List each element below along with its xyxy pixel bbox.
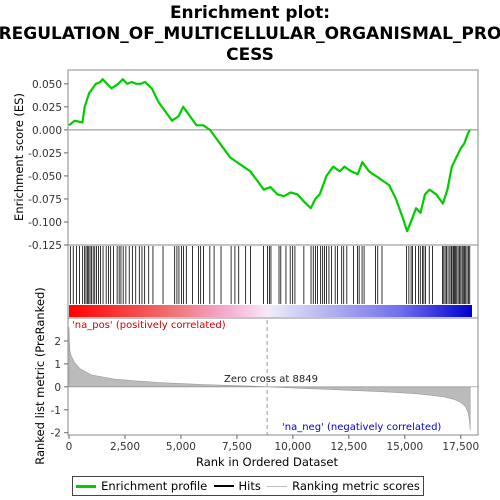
- x-tick-label: 17,500: [442, 441, 479, 453]
- x-tick-label: 2,500: [110, 441, 140, 453]
- chart-title-line-3: CESS: [226, 45, 274, 65]
- es-y-tick-label: -0.125: [28, 240, 62, 252]
- enrichment-profile-line: [68, 78, 471, 233]
- metric-y-tick-label: 2: [54, 336, 61, 348]
- legend-label-enrichment-profile: Enrichment profile: [101, 479, 208, 493]
- metric-y-tick-label: 1: [54, 359, 61, 371]
- es-y-tick-label: -0.100: [28, 217, 62, 229]
- x-tick-label: 15,000: [386, 441, 423, 453]
- x-axis-label: Rank in Ordered Dataset: [196, 455, 339, 469]
- es-y-tick-label: 0.025: [32, 102, 62, 114]
- legend-item-enrichment-profile: Enrichment profile: [76, 479, 207, 493]
- hits-layer: [69, 246, 471, 304]
- x-tick-label: 5,000: [166, 441, 196, 453]
- es-y-tick-label: 0.050: [32, 79, 62, 91]
- x-tick-label: 7,500: [222, 441, 252, 453]
- enrichment-profile-swatch: [76, 484, 97, 488]
- pos-correlated-label: 'na_pos' (positively correlated): [72, 320, 226, 331]
- legend: Enrichment profile Hits Ranking metric s…: [72, 476, 424, 496]
- hits-swatch: [213, 485, 234, 487]
- es-panel: [67, 69, 479, 246]
- metric-y-axis-label: Ranked list metric (PreRanked): [33, 287, 47, 465]
- rank-colorbar: [69, 305, 472, 317]
- es-y-axis-label: Enrichment score (ES): [12, 93, 26, 221]
- metric-y-tick-label: 0: [54, 382, 61, 394]
- es-y-tick-label: -0.025: [28, 148, 62, 160]
- ranking-metric-swatch: [267, 485, 288, 487]
- metric-y-tick-label: -1: [51, 405, 61, 417]
- es-layer: 0.050 0.025 0.000 -0.025 -0.050 -0.075 -0.100 -…: [28, 78, 478, 252]
- metric-layer: 2 1 0 -1 -2 0 2,500 5,000 7,500 10,000 12,500 15,00…: [51, 320, 479, 453]
- es-y-tick-label: 0.000: [32, 125, 62, 137]
- legend-item-hits: Hits: [213, 479, 261, 493]
- ranking-metric-area: [68, 327, 471, 431]
- metric-y-tick-label: -2: [51, 428, 61, 440]
- legend-item-ranking-metric: Ranking metric scores: [267, 479, 420, 493]
- es-y-tick-label: -0.050: [28, 171, 62, 183]
- neg-correlated-label: 'na_neg' (negatively correlated): [282, 422, 441, 433]
- x-tick-label: 12,500: [330, 441, 367, 453]
- metric-panel: [67, 317, 479, 436]
- legend-label-hits: Hits: [238, 479, 261, 493]
- chart-title-line-2: REGULATION_OF_MULTICELLULAR_ORGANISMAL_P…: [0, 24, 500, 44]
- x-tick-label: 0: [66, 441, 73, 453]
- x-tick-label: 10,000: [275, 441, 312, 453]
- zero-cross-label: Zero cross at 8849: [224, 374, 318, 385]
- es-y-tick-label: -0.075: [28, 194, 62, 206]
- chart-title-line-1: Enrichment plot:: [170, 3, 330, 23]
- legend-label-ranking-metric: Ranking metric scores: [292, 479, 420, 493]
